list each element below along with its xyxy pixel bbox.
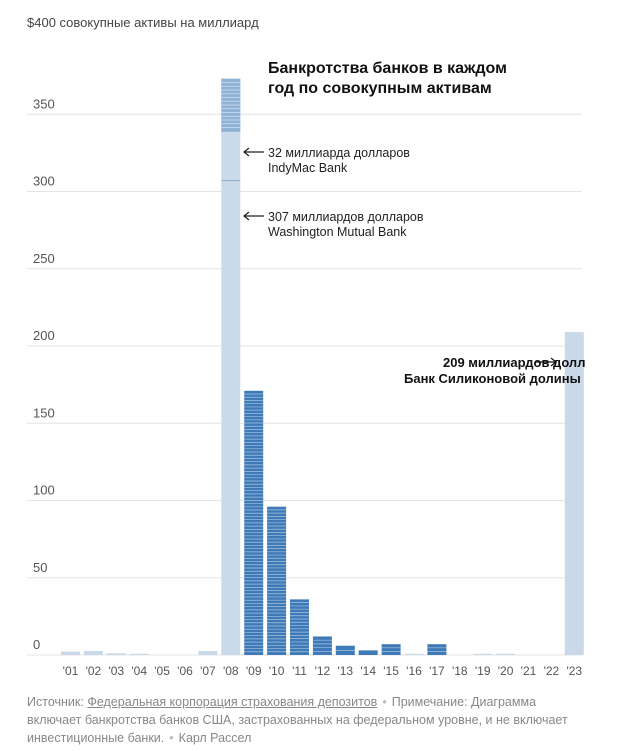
x-tick-label: '10 bbox=[269, 664, 285, 678]
x-tick-label: '17 bbox=[429, 664, 445, 678]
arrow-right-icon bbox=[536, 357, 557, 367]
x-tick-label: '06 bbox=[177, 664, 193, 678]
chart-title-line-2: год по совокупным активам bbox=[268, 80, 492, 97]
x-tick-label: '07 bbox=[200, 664, 216, 678]
x-tick-label: '01 bbox=[63, 664, 79, 678]
x-tick-label: '05 bbox=[154, 664, 170, 678]
y-tick-label: 250 bbox=[33, 251, 55, 266]
x-tick-label: '19 bbox=[475, 664, 491, 678]
x-tick-label: '12 bbox=[315, 664, 331, 678]
y-tick-label: 200 bbox=[33, 328, 55, 343]
annotation-indymac-amount: 32 миллиарда долларов bbox=[268, 146, 410, 160]
bar bbox=[358, 650, 378, 655]
x-axis-ticks: '01 '02 '03 '04 '05 '06 '07 '08 '09 '10 '11 '12 '13 '… bbox=[63, 664, 583, 678]
footer: Источник: Федеральная корпорация страхов… bbox=[27, 693, 587, 747]
separator-dot: • bbox=[382, 695, 387, 709]
annotation-indymac-bank: IndyMac Bank bbox=[268, 161, 348, 175]
bar bbox=[83, 650, 103, 655]
footer-author: Карл Рассел bbox=[178, 731, 252, 745]
bars bbox=[61, 78, 584, 656]
x-tick-label: '16 bbox=[406, 664, 422, 678]
annotation-svb-amount: 209 миллиардов долл bbox=[443, 355, 585, 370]
source-label: Источник: bbox=[27, 695, 84, 709]
source-link[interactable]: Федеральная корпорация страхования депоз… bbox=[87, 695, 378, 709]
bank-failures-chart: 0 50 100 150 200 250 300 350 $400 совокупные ак… bbox=[27, 15, 585, 678]
bar bbox=[61, 651, 80, 655]
x-tick-label: '13 bbox=[337, 664, 353, 678]
bar bbox=[129, 653, 149, 655]
bar bbox=[473, 653, 493, 655]
x-tick-label: '20 bbox=[498, 664, 514, 678]
annotation-svb-bank: Банк Силиконовой долины bbox=[404, 371, 581, 386]
bar bbox=[496, 653, 516, 655]
bar bbox=[221, 78, 241, 656]
x-tick-label: '03 bbox=[108, 664, 124, 678]
bar bbox=[290, 599, 309, 655]
arrow-left-icon bbox=[243, 211, 264, 221]
separator-dot: • bbox=[169, 731, 174, 745]
y-tick-label: 150 bbox=[33, 405, 55, 420]
bar bbox=[312, 636, 332, 655]
y-axis-label: $400 совокупные активы на миллиард bbox=[27, 15, 259, 30]
bar bbox=[564, 332, 584, 655]
x-tick-label: '23 bbox=[566, 664, 582, 678]
y-tick-label: 100 bbox=[33, 483, 55, 498]
y-tick-label: 50 bbox=[33, 560, 47, 575]
bar bbox=[198, 650, 218, 655]
x-tick-label: '15 bbox=[383, 664, 399, 678]
bar bbox=[404, 653, 424, 655]
annotation-svb: 209 миллиардов долл Банк Силиконовой дол… bbox=[404, 355, 585, 386]
annotation-wamu-amount: 307 миллиардов долларов bbox=[268, 210, 424, 224]
y-tick-label: 350 bbox=[33, 96, 55, 111]
annotation-wamu-bank: Washington Mutual Bank bbox=[268, 225, 407, 239]
x-tick-label: '22 bbox=[544, 664, 560, 678]
annotation-indymac: 32 миллиарда долларов IndyMac Bank bbox=[243, 146, 410, 175]
footer-note: Примечание: Диаграмма включает банкротст… bbox=[27, 695, 568, 745]
gridlines bbox=[27, 113, 582, 656]
chart-title-line-1: Банкротства банков в каждом bbox=[268, 60, 507, 77]
y-tick-label: 300 bbox=[33, 174, 55, 189]
x-tick-label: '14 bbox=[360, 664, 376, 678]
annotation-wamu: 307 миллиардов долларов Washington Mutua… bbox=[243, 210, 424, 239]
x-tick-label: '04 bbox=[131, 664, 147, 678]
bar bbox=[427, 644, 447, 655]
x-tick-label: '09 bbox=[246, 664, 262, 678]
x-tick-label: '21 bbox=[521, 664, 537, 678]
bar bbox=[381, 644, 401, 655]
x-tick-label: '08 bbox=[223, 664, 239, 678]
arrow-left-icon bbox=[243, 147, 264, 157]
bar bbox=[106, 653, 126, 655]
y-tick-label: 0 bbox=[33, 637, 40, 652]
x-tick-label: '18 bbox=[452, 664, 468, 678]
y-axis-ticks: 0 50 100 150 200 250 300 350 bbox=[33, 96, 55, 652]
x-tick-label: '11 bbox=[292, 664, 307, 678]
x-tick-label: '02 bbox=[86, 664, 102, 678]
